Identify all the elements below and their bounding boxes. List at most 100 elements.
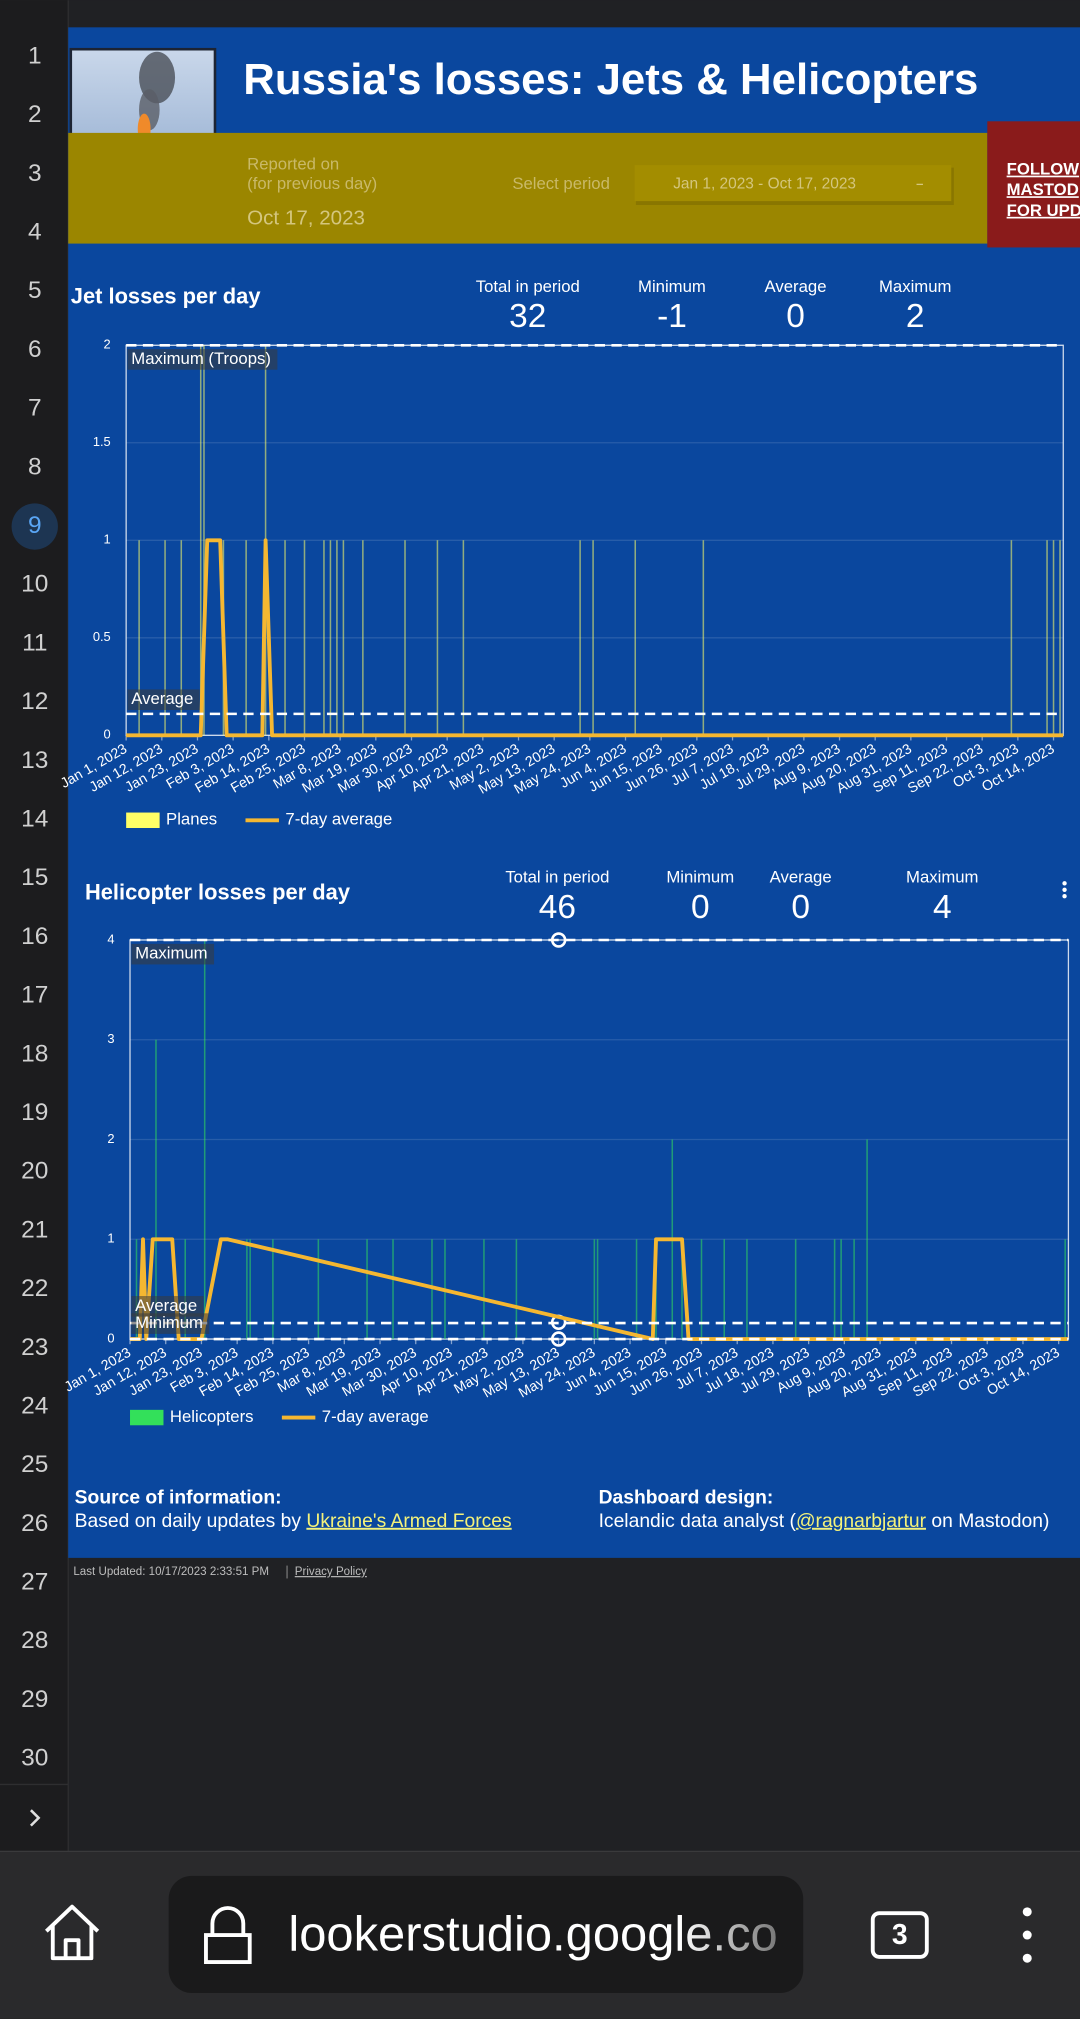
line-number: 4 bbox=[28, 218, 42, 245]
line-number: 26 bbox=[21, 1510, 48, 1537]
kpi-label: Average bbox=[765, 277, 827, 296]
period-dropdown[interactable] bbox=[634, 165, 952, 202]
tabs-button[interactable] bbox=[870, 1911, 929, 1959]
reported-label: Reported on bbox=[247, 154, 339, 173]
line-number: 13 bbox=[21, 747, 48, 774]
line-number: 3 bbox=[28, 160, 42, 187]
legend-swatch bbox=[130, 1409, 164, 1426]
follow-text[interactable]: FOLLOW MASTOD FOR UPD bbox=[1007, 160, 1080, 220]
line-number: 19 bbox=[21, 1099, 48, 1126]
line-number: 14 bbox=[21, 805, 48, 832]
kpi-value: -1 bbox=[657, 298, 687, 335]
url-bar[interactable] bbox=[168, 1875, 804, 1993]
line-number: 29 bbox=[21, 1686, 48, 1713]
kpi-label: Maximum bbox=[879, 277, 951, 296]
line-number: 7 bbox=[28, 395, 42, 422]
source-link[interactable]: Ukraine's Armed Forces bbox=[306, 1511, 511, 1532]
expand-chevron[interactable] bbox=[29, 1809, 41, 1827]
chart-title: Helicopter losses per day bbox=[85, 879, 351, 904]
y-tick-label: 1 bbox=[107, 1231, 114, 1246]
y-tick-label: 1 bbox=[104, 532, 111, 547]
y-tick-label: 4 bbox=[107, 931, 114, 946]
menu-dot[interactable] bbox=[1022, 1907, 1032, 1917]
y-tick-label: 0.5 bbox=[93, 629, 111, 644]
kpi-value: 0 bbox=[691, 889, 710, 926]
kpi-value: 32 bbox=[509, 298, 546, 335]
design-text: Icelandic data analyst ( bbox=[599, 1511, 797, 1532]
menu-dot[interactable] bbox=[1022, 1930, 1032, 1940]
line bbox=[126, 538, 1064, 738]
home-button[interactable] bbox=[45, 1904, 100, 1961]
kpi-value: 0 bbox=[791, 889, 810, 926]
reference-label-bg bbox=[131, 1313, 210, 1334]
line-number: 27 bbox=[21, 1569, 48, 1596]
y-tick-label: 1.5 bbox=[93, 434, 111, 449]
line-number: 5 bbox=[28, 277, 42, 304]
legend-label: Planes bbox=[166, 810, 217, 829]
line-number: 18 bbox=[21, 1040, 48, 1067]
kpi-label: Total in period bbox=[505, 868, 609, 887]
y-tick-label: 2 bbox=[107, 1131, 114, 1146]
source-text: Based on daily updates by Ukraine's Arme… bbox=[75, 1511, 512, 1532]
kpi-label: Total in period bbox=[476, 277, 580, 296]
reported-date: Oct 17, 2023 bbox=[247, 207, 365, 230]
follow-line[interactable]: FOR UPD bbox=[1007, 201, 1080, 220]
reference-label-bg bbox=[131, 943, 215, 965]
dashboard-panel bbox=[68, 27, 1080, 1558]
active-line-highlight bbox=[11, 503, 58, 550]
design-text: on Mastodon) bbox=[926, 1511, 1049, 1532]
reference-label-bg bbox=[127, 349, 278, 370]
legend-label: 7-day average bbox=[285, 810, 392, 829]
line-number: 16 bbox=[21, 923, 48, 950]
y-tick-label: 0 bbox=[107, 1330, 114, 1345]
menu-dot[interactable] bbox=[1022, 1953, 1032, 1963]
kpi-value: 0 bbox=[786, 298, 805, 335]
line-number: 9 bbox=[28, 512, 42, 539]
follow-box[interactable] bbox=[987, 121, 1080, 248]
follow-line[interactable]: MASTOD bbox=[1007, 180, 1079, 199]
tabs-count[interactable]: 3 bbox=[892, 1918, 908, 1950]
y-tick-label: 0 bbox=[104, 727, 111, 742]
kpi-value: 46 bbox=[539, 889, 576, 926]
period-label: Select period bbox=[512, 174, 610, 193]
line-number: 11 bbox=[22, 629, 47, 656]
source-text: Based on daily updates by bbox=[75, 1511, 307, 1532]
line-number: 22 bbox=[21, 1275, 48, 1302]
gutter bbox=[0, 0, 69, 1852]
reference-label: Maximum (Troops) bbox=[131, 349, 271, 368]
reference-label: Maximum bbox=[135, 944, 207, 963]
line-number: 23 bbox=[21, 1334, 48, 1361]
line-number: 30 bbox=[21, 1745, 48, 1772]
line-number: 17 bbox=[21, 982, 48, 1009]
lock-icon[interactable] bbox=[204, 1906, 252, 1964]
y-tick-label: 2 bbox=[104, 337, 111, 352]
legend-swatch bbox=[126, 812, 160, 828]
y-tick-label: 3 bbox=[107, 1031, 114, 1046]
reference-label: Minimum bbox=[135, 1313, 203, 1332]
menu-dot[interactable] bbox=[1062, 881, 1067, 886]
chart-title: Jet losses per day bbox=[71, 283, 262, 308]
line-number: 1 bbox=[28, 42, 42, 69]
legend-label: 7-day average bbox=[322, 1407, 429, 1426]
url-text[interactable]: lookerstudio.google.co bbox=[288, 1908, 777, 1962]
reference-label: Average bbox=[131, 689, 193, 708]
follow-line[interactable]: FOLLOW bbox=[1007, 160, 1080, 179]
menu-dot[interactable] bbox=[1062, 887, 1067, 892]
design-link[interactable]: @ragnarbjartur bbox=[796, 1511, 927, 1532]
line-number: 28 bbox=[21, 1627, 48, 1654]
reference-label: Average bbox=[135, 1296, 197, 1315]
line-number: 20 bbox=[21, 1158, 48, 1185]
kpi-value: 4 bbox=[933, 889, 952, 926]
reference-label-bg bbox=[127, 689, 200, 711]
line-number: 24 bbox=[21, 1392, 48, 1419]
kpi-label: Minimum bbox=[638, 277, 706, 296]
line-number: 21 bbox=[21, 1216, 48, 1243]
period-value[interactable]: Jan 1, 2023 - Oct 17, 2023 bbox=[673, 175, 856, 192]
kpi-value: 2 bbox=[906, 298, 925, 335]
reported-sublabel: (for previous day) bbox=[247, 174, 377, 193]
menu-dot[interactable] bbox=[1062, 894, 1067, 899]
privacy-link[interactable]: Privacy Policy bbox=[295, 1566, 367, 1578]
line-number: 2 bbox=[28, 101, 42, 128]
